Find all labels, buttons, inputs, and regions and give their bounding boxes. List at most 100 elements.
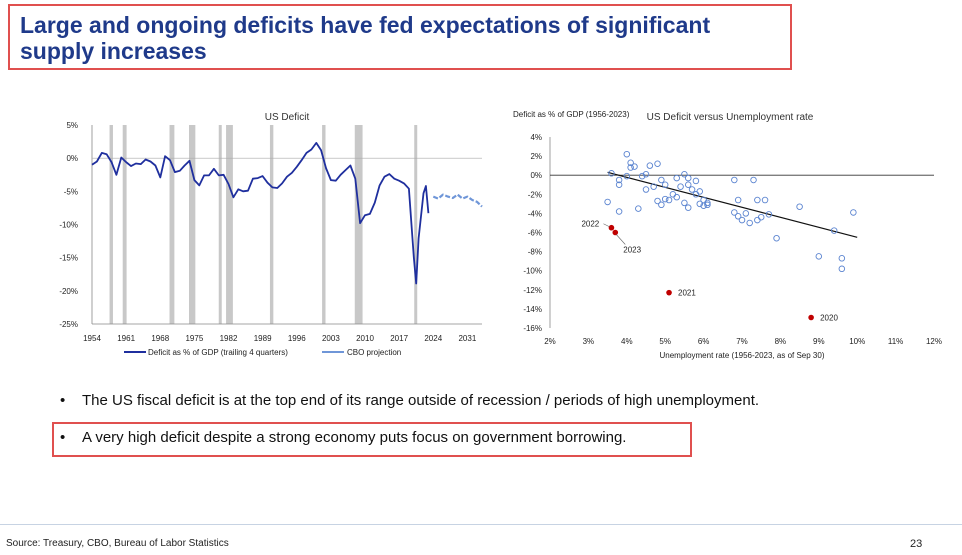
scatter-point [738, 216, 746, 224]
x-tick-label: 9% [813, 337, 825, 346]
y-tick-label: -25% [59, 320, 78, 329]
y-tick-label: 2% [530, 152, 542, 161]
y-tick-label: 0% [530, 171, 542, 180]
y-tick-label: -14% [523, 305, 542, 314]
recession-bar [109, 125, 113, 324]
scatter-point [638, 172, 646, 180]
scatter-point [658, 176, 665, 184]
highlight-point [808, 314, 814, 321]
x-tick-label: 5% [659, 337, 671, 346]
chart-title: US Deficit versus Unemployment rate [647, 112, 814, 123]
x-tick-label: 10% [849, 337, 865, 346]
label-connector [603, 223, 610, 227]
x-tick-label: 6% [698, 337, 710, 346]
y-tick-label: -10% [523, 267, 542, 276]
x-tick-label: 2031 [458, 334, 476, 343]
scatter-point [665, 196, 673, 204]
y-tick-label: -16% [523, 324, 542, 333]
scatter-point [696, 200, 704, 208]
highlight-label: 2022 [581, 220, 599, 229]
y-tick-label: -15% [59, 254, 78, 263]
recession-bar [226, 125, 233, 324]
scatter-point [746, 219, 753, 227]
label-connector [616, 234, 626, 245]
bullet-1: • The US fiscal deficit is at the top end… [60, 392, 759, 409]
x-tick-label: 4% [621, 337, 633, 346]
scatter-point [635, 205, 642, 212]
scatter-point [627, 164, 634, 171]
x-tick-label: 1975 [185, 334, 203, 343]
scatter-point [615, 176, 623, 184]
highlight-label: 2021 [678, 289, 696, 298]
scatter-point [654, 197, 661, 205]
y-tick-label: -10% [59, 221, 78, 230]
scatter-point [830, 227, 838, 234]
y-tick-label: -6% [528, 229, 542, 238]
source-note: Source: Treasury, CBO, Bureau of Labor S… [6, 538, 229, 549]
series-line [91, 141, 430, 285]
scatter-point [658, 201, 665, 209]
scatter-point [684, 181, 692, 188]
scatter-point [646, 162, 654, 169]
bullet-1-text: The US fiscal deficit is at the top end … [82, 392, 760, 409]
scatter-point [742, 210, 750, 217]
scatter-point [761, 196, 769, 204]
y-axis-label: Deficit as % of GDP (1956-2023) [513, 110, 630, 119]
scatter-point [731, 209, 738, 216]
series-line [432, 193, 483, 208]
scatter-point [650, 183, 657, 190]
recession-bar [218, 125, 222, 324]
y-tick-label: -5% [64, 187, 78, 196]
scatter-point [684, 204, 692, 211]
chart-title: US Deficit [265, 112, 310, 123]
x-tick-label: 12% [926, 337, 942, 346]
scatter-point [838, 265, 846, 273]
recession-bar [122, 125, 127, 324]
recession-bar [189, 125, 196, 324]
scatter-point [615, 208, 623, 215]
scatter-point [796, 203, 803, 210]
footer-divider [0, 524, 962, 525]
scatter-point [704, 199, 711, 207]
x-tick-label: 2% [544, 337, 556, 346]
x-tick-label: 1996 [288, 334, 306, 343]
y-tick-label: -8% [528, 248, 542, 257]
highlight-label: 2023 [623, 246, 641, 255]
y-tick-label: -2% [528, 190, 542, 199]
scatter-point [688, 186, 696, 193]
scatter-point [681, 170, 688, 178]
scatter-point [677, 183, 684, 190]
highlight-point [666, 289, 672, 296]
y-tick-label: -12% [523, 286, 542, 295]
recession-bar [169, 125, 175, 324]
page-number: 23 [910, 538, 923, 550]
scatter-point [815, 253, 823, 260]
recession-bar [354, 125, 363, 324]
y-tick-label: -20% [59, 287, 78, 296]
x-tick-label: 1982 [220, 334, 238, 343]
scatter-point [850, 209, 857, 216]
y-tick-label: 4% [530, 133, 542, 142]
bullet-symbol: • [60, 429, 66, 446]
x-tick-label: 2017 [390, 334, 408, 343]
x-tick-label: 1961 [117, 334, 135, 343]
scatter-point [754, 196, 761, 204]
scatter-point [661, 181, 669, 188]
legend-label: Deficit as % of GDP (trailing 4 quarters… [148, 348, 288, 357]
x-tick-label: 1989 [254, 334, 272, 343]
x-tick-label: 8% [775, 337, 787, 346]
scatter-point [604, 198, 611, 206]
scatter-point [734, 196, 742, 204]
x-tick-label: 11% [888, 337, 903, 346]
title-highlight-box [8, 4, 792, 70]
x-tick-label: 2010 [356, 334, 374, 343]
recession-bar [269, 125, 274, 324]
x-tick-label: 1954 [83, 334, 101, 343]
scatter-point [673, 193, 680, 201]
scatter-point [684, 174, 692, 182]
scatter-point [608, 170, 615, 177]
recession-bar [414, 125, 418, 324]
scatter-point [623, 150, 631, 158]
scatter-point [623, 172, 631, 180]
